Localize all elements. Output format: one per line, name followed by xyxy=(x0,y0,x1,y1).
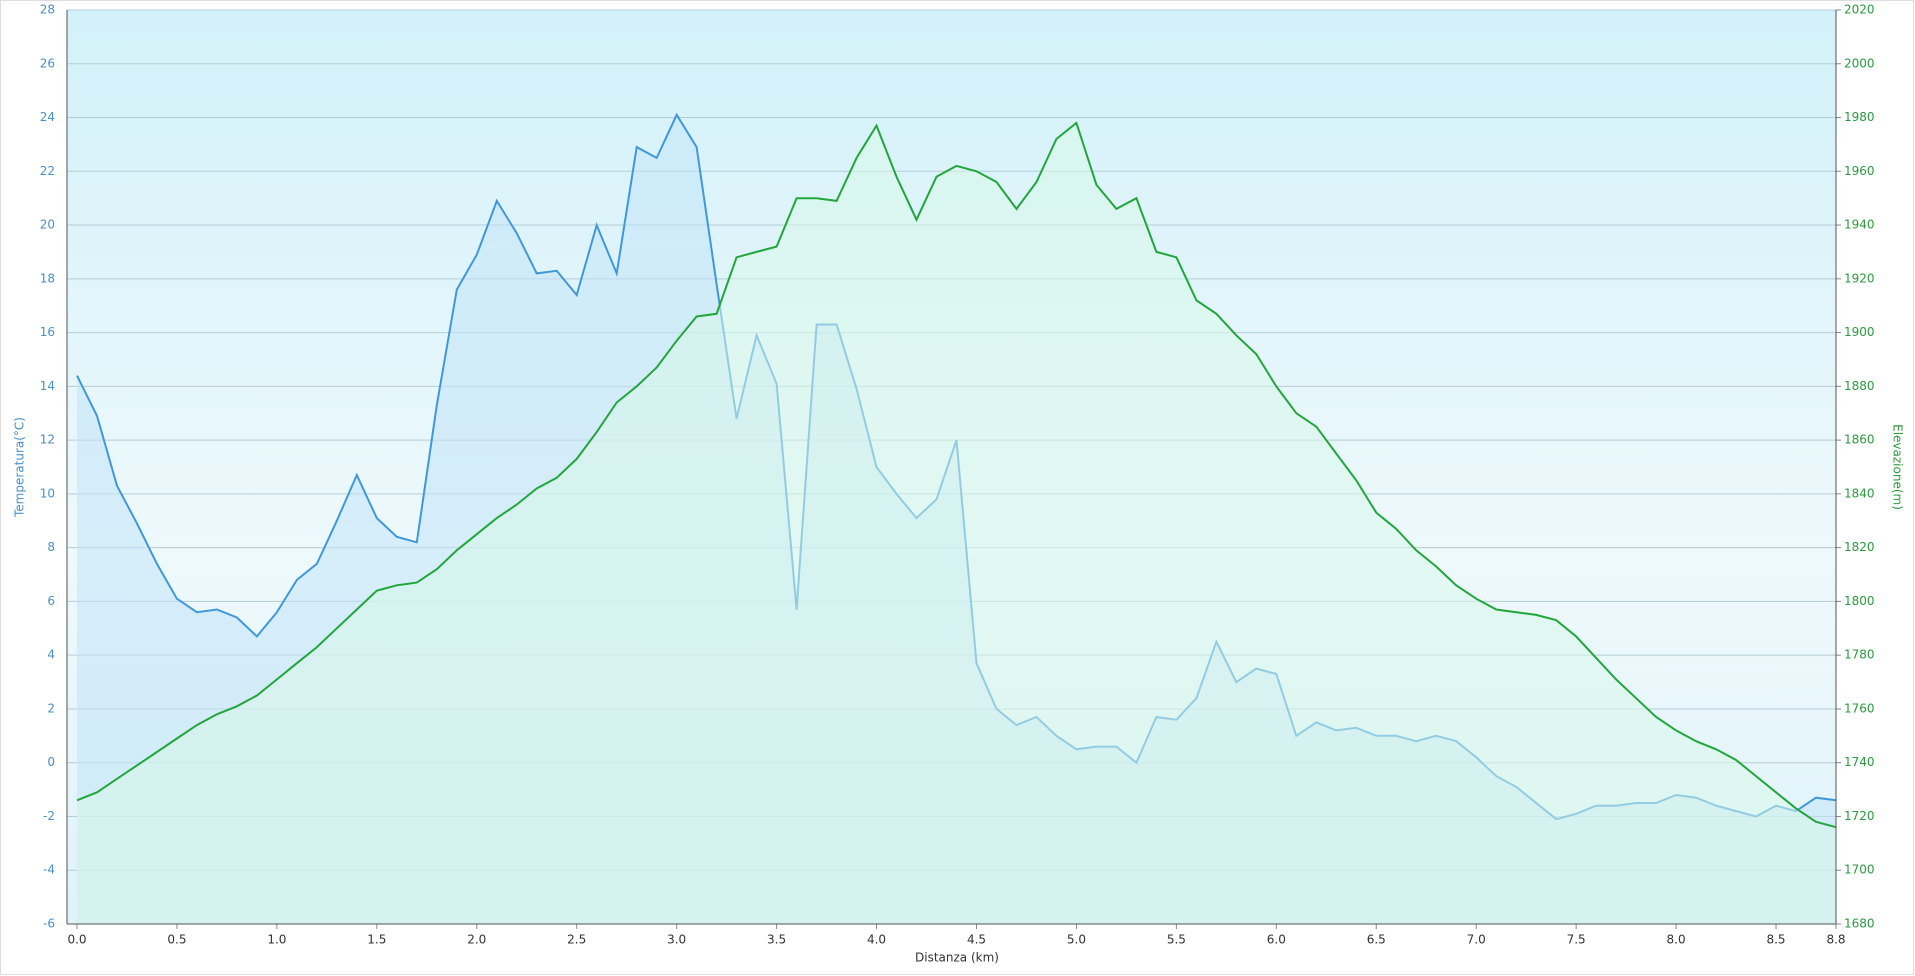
x-tick-label: 8.8 xyxy=(1826,933,1845,947)
y2-tick-label: 1700 xyxy=(1844,863,1875,877)
y-tick-label: -2 xyxy=(43,809,55,823)
x-tick-label: 3.0 xyxy=(667,933,686,947)
y-tick-label: 18 xyxy=(40,271,55,285)
y-tick-label: 4 xyxy=(47,648,55,662)
x-tick-label: 6.0 xyxy=(1267,933,1286,947)
x-tick-label: 7.0 xyxy=(1467,933,1486,947)
x-tick-label: 0.5 xyxy=(167,933,186,947)
y2-tick-label: 2000 xyxy=(1844,56,1875,70)
y-tick-label: 14 xyxy=(40,379,55,393)
y-tick-label: 2 xyxy=(47,701,55,715)
x-tick-label: 1.0 xyxy=(267,933,286,947)
y2-tick-label: 1960 xyxy=(1844,164,1875,178)
y-tick-label: 20 xyxy=(40,218,55,232)
y2-tick-label: 1720 xyxy=(1844,809,1875,823)
y-tick-label: 22 xyxy=(40,164,55,178)
y2-tick-label: 1840 xyxy=(1844,486,1875,500)
x-tick-label: 4.0 xyxy=(867,933,886,947)
series-area xyxy=(76,122,1836,924)
y2-tick-label: 1800 xyxy=(1844,594,1875,608)
x-tick-label: 2.0 xyxy=(467,933,486,947)
x-tick-label: 1.5 xyxy=(367,933,386,947)
y-tick-label: 6 xyxy=(47,594,55,608)
y2-tick-label: 1920 xyxy=(1844,271,1875,285)
y-tick-label: 8 xyxy=(47,540,55,554)
y2-tick-label: 1860 xyxy=(1844,433,1875,447)
y2-tick-label: 1760 xyxy=(1844,701,1875,715)
y-tick-label: 10 xyxy=(40,486,55,500)
y-tick-label: 12 xyxy=(40,433,55,447)
y2-tick-label: 1880 xyxy=(1844,379,1875,393)
y2-tick-label: 1740 xyxy=(1844,755,1875,769)
y2-axis-title: Elevazione(m) xyxy=(1891,424,1905,510)
y-tick-label: 26 xyxy=(40,56,55,70)
y2-tick-label: 2020 xyxy=(1844,3,1875,17)
y-tick-label: 16 xyxy=(40,325,55,339)
y-tick-label: 28 xyxy=(40,3,55,17)
x-tick-label: 8.0 xyxy=(1667,933,1686,947)
x-tick-label: 5.0 xyxy=(1067,933,1086,947)
y2-tick-label: 1820 xyxy=(1844,540,1875,554)
x-tick-label: 4.5 xyxy=(967,933,986,947)
y-tick-label: 0 xyxy=(47,755,55,769)
x-tick-label: 6.5 xyxy=(1367,933,1386,947)
x-tick-label: 2.5 xyxy=(567,933,586,947)
x-tick-label: 5.5 xyxy=(1167,933,1186,947)
x-tick-label: 7.5 xyxy=(1567,933,1586,947)
x-tick-label: 8.5 xyxy=(1766,933,1785,947)
x-tick-label: 0.0 xyxy=(67,933,86,947)
x-axis-title: Distanza (km) xyxy=(915,951,999,965)
y2-tick-label: 1980 xyxy=(1844,110,1875,124)
y-tick-label: -6 xyxy=(43,917,55,931)
x-tick-label: 3.5 xyxy=(767,933,786,947)
y2-tick-label: 1780 xyxy=(1844,648,1875,662)
y-tick-label: -4 xyxy=(43,863,55,877)
y2-tick-label: 1940 xyxy=(1844,218,1875,232)
y2-tick-label: 1900 xyxy=(1844,325,1875,339)
y-tick-label: 24 xyxy=(40,110,55,124)
series-line xyxy=(76,121,1837,829)
y2-tick-label: 1680 xyxy=(1844,917,1875,931)
y-axis-title: Temperatura(°C) xyxy=(13,417,27,518)
